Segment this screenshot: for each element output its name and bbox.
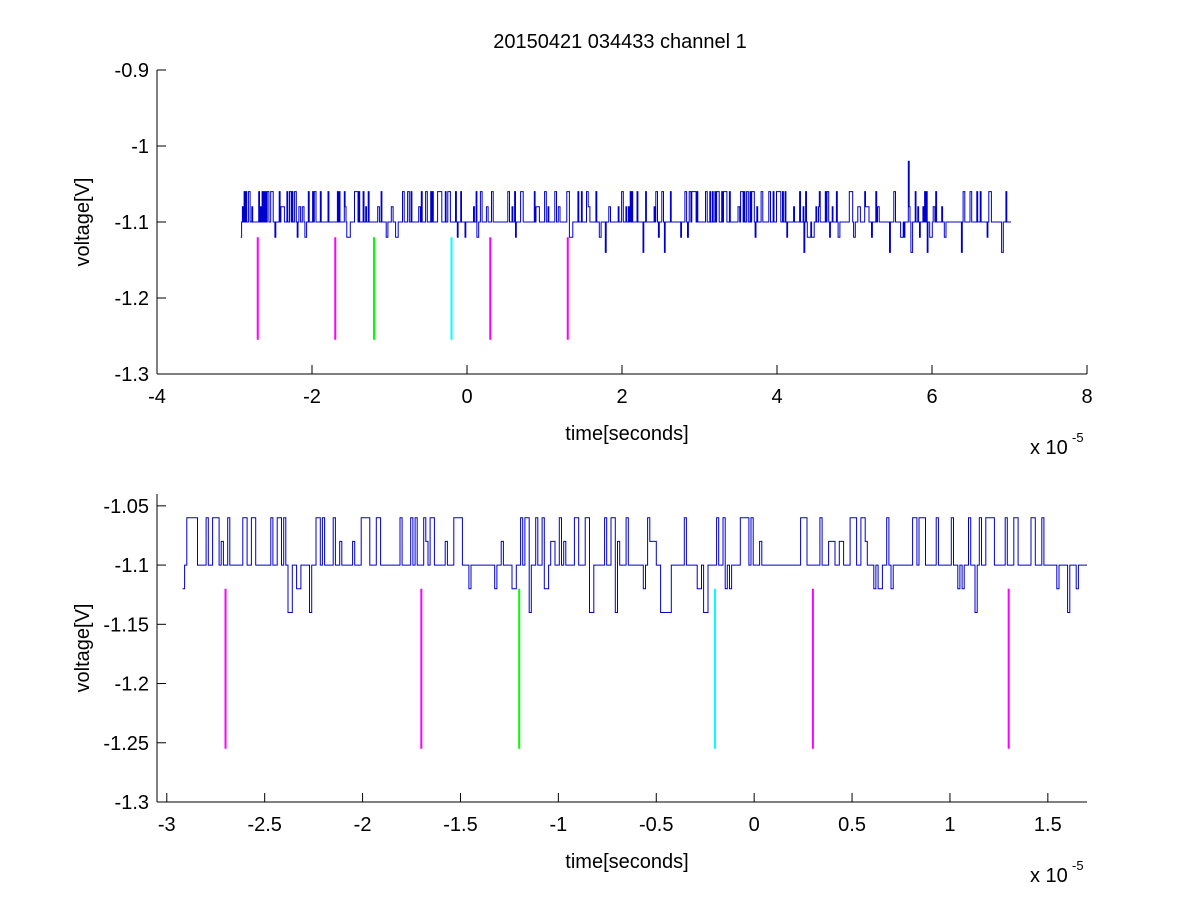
x-tick-label: 8 <box>1081 386 1092 408</box>
y-tick-label: -0.9 <box>115 60 149 82</box>
y-tick-label: -1.2 <box>115 288 149 310</box>
x-tick-label: 2 <box>616 386 627 408</box>
x-tick-label: 0.5 <box>838 814 866 836</box>
x-tick-label: 6 <box>926 386 937 408</box>
chart-bottom: -1.3 -1.25 -1.2 -1.15 -1.1 -1.05 -3 -2.5 -2 -1.5 -… <box>72 494 1087 887</box>
y-axis-label: voltage[V] <box>72 178 94 267</box>
x-tick-label: -1 <box>549 814 567 836</box>
x-tick-label: -2 <box>303 386 321 408</box>
y-tick-label: -1.3 <box>115 364 149 386</box>
x-tick-label: 1.5 <box>1034 814 1062 836</box>
signal-series-line <box>182 517 1087 613</box>
y-tick-label: -1 <box>131 136 149 158</box>
x-tick-label: -3 <box>158 814 176 836</box>
x-tick-label: 4 <box>771 386 782 408</box>
x-exponent-label: x 10 <box>1030 865 1068 887</box>
x-axis-label: time[seconds] <box>565 851 688 873</box>
x-tick-label: -4 <box>148 386 166 408</box>
y-tick-label: -1.1 <box>115 212 149 234</box>
chart-top: -1.3 -1.2 -1.1 -1 -0.9 -4 -2 0 2 4 6 8 time[seconds]… <box>72 60 1093 459</box>
x-axis-label: time[seconds] <box>565 423 688 445</box>
x-tick-label: -2.5 <box>247 814 281 836</box>
x-tick-label: 1 <box>944 814 955 836</box>
x-exponent-value: -5 <box>1072 430 1084 445</box>
x-tick-label: 0 <box>749 814 760 836</box>
x-tick-label: 0 <box>461 386 472 408</box>
y-tick-label: -1.05 <box>103 496 149 518</box>
y-tick-label: -1.3 <box>115 792 149 814</box>
x-exponent-value: -5 <box>1072 858 1084 873</box>
x-tick-label: -0.5 <box>639 814 673 836</box>
y-tick-label: -1.2 <box>115 674 149 696</box>
figure-title: 20150421 034433 channel 1 <box>493 31 747 53</box>
x-tick-label: -1.5 <box>443 814 477 836</box>
y-tick-label: -1.1 <box>115 555 149 577</box>
x-exponent-label: x 10 <box>1030 437 1068 459</box>
y-tick-label: -1.15 <box>103 614 149 636</box>
signal-series-line <box>240 160 1011 253</box>
x-tick-label: -2 <box>354 814 372 836</box>
y-axis-label: voltage[V] <box>72 604 94 693</box>
y-tick-label: -1.25 <box>103 733 149 755</box>
